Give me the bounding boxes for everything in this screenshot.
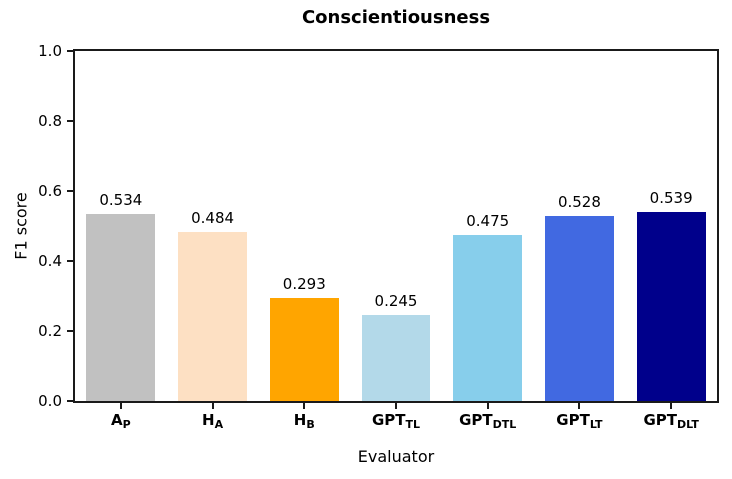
bar-H_B bbox=[269, 298, 339, 401]
bar-A_P bbox=[86, 214, 156, 401]
y-tick-mark bbox=[67, 330, 73, 332]
chart-title: Conscientiousness bbox=[301, 7, 491, 28]
x-tick-mark bbox=[119, 403, 122, 409]
x-tick-label-subscript: B bbox=[306, 418, 315, 431]
bar-value-label: 0.484 bbox=[191, 208, 235, 227]
y-tick-label: 0.2 bbox=[38, 322, 62, 340]
x-tick-label-subscript: TL bbox=[405, 418, 421, 431]
plot-area: 0.0 0.2 0.4 0.6 0.8 1.0 0.534 AP 0.484 HA 0.293 HB 0… bbox=[38, 42, 719, 431]
x-tick-mark bbox=[303, 403, 306, 409]
y-tick-label: 0.8 bbox=[38, 112, 62, 130]
bar-GPT_DLT bbox=[636, 212, 706, 401]
x-tick-label-subscript: A bbox=[214, 418, 224, 431]
x-tick-label-subscript: LT bbox=[589, 418, 603, 431]
x-tick-label-GPT_DTL: GPTDTL bbox=[459, 411, 516, 431]
y-tick-mark bbox=[67, 50, 73, 52]
x-tick-label-main: A bbox=[111, 411, 123, 429]
x-tick-label-main: GPT bbox=[643, 411, 677, 429]
y-axis-label: F1 score bbox=[11, 192, 31, 260]
bar-value-label: 0.293 bbox=[282, 275, 326, 294]
x-tick-label-subscript: DTL bbox=[492, 418, 517, 431]
bar-value-label: 0.245 bbox=[374, 292, 418, 311]
y-tick-label: 0.6 bbox=[38, 182, 62, 200]
x-tick-label-subscript: DLT bbox=[677, 418, 699, 431]
x-tick-label-main: GPT bbox=[459, 411, 493, 429]
y-tick-mark bbox=[67, 190, 73, 192]
x-tick-label-main: H bbox=[202, 411, 215, 429]
x-tick-label-GPT_LT: GPTLT bbox=[556, 411, 602, 431]
bar-GPT_TL bbox=[361, 315, 431, 401]
x-tick-label-GPT_TL: GPTTL bbox=[372, 411, 420, 431]
y-tick-mark bbox=[67, 120, 73, 122]
x-tick-label-GPT_DLT: GPTDLT bbox=[643, 411, 698, 431]
y-tick-label: 1.0 bbox=[38, 42, 62, 60]
bar-value-label: 0.528 bbox=[557, 193, 601, 212]
x-tick-label-main: H bbox=[293, 411, 307, 429]
y-tick-mark bbox=[67, 260, 73, 262]
y-tick-label: 0.4 bbox=[38, 252, 62, 270]
x-tick-mark bbox=[395, 403, 397, 409]
bar-GPT_DTL bbox=[453, 234, 523, 401]
x-axis-label: Evaluator bbox=[357, 447, 435, 466]
x-tick-label-subscript: P bbox=[122, 418, 131, 431]
x-tick-mark bbox=[578, 403, 581, 409]
y-tick-mark bbox=[67, 400, 73, 402]
x-tick-label-A_P: AP bbox=[111, 411, 131, 431]
bar-H_A bbox=[178, 231, 247, 401]
x-tick-label-H_B: HB bbox=[294, 411, 315, 431]
bar-value-label: 0.534 bbox=[99, 191, 143, 210]
x-tick-mark bbox=[670, 403, 673, 409]
bar-value-label: 0.539 bbox=[649, 189, 693, 208]
x-tick-mark bbox=[211, 403, 214, 409]
x-tick-mark bbox=[486, 403, 489, 409]
bar-GPT_LT bbox=[545, 216, 614, 401]
bar-value-label: 0.475 bbox=[466, 211, 510, 230]
x-tick-label-H_A: HA bbox=[202, 411, 223, 431]
x-tick-label-main: GPT bbox=[371, 411, 406, 429]
x-tick-label-main: GPT bbox=[556, 411, 590, 429]
y-tick-label: 0.0 bbox=[38, 392, 62, 410]
